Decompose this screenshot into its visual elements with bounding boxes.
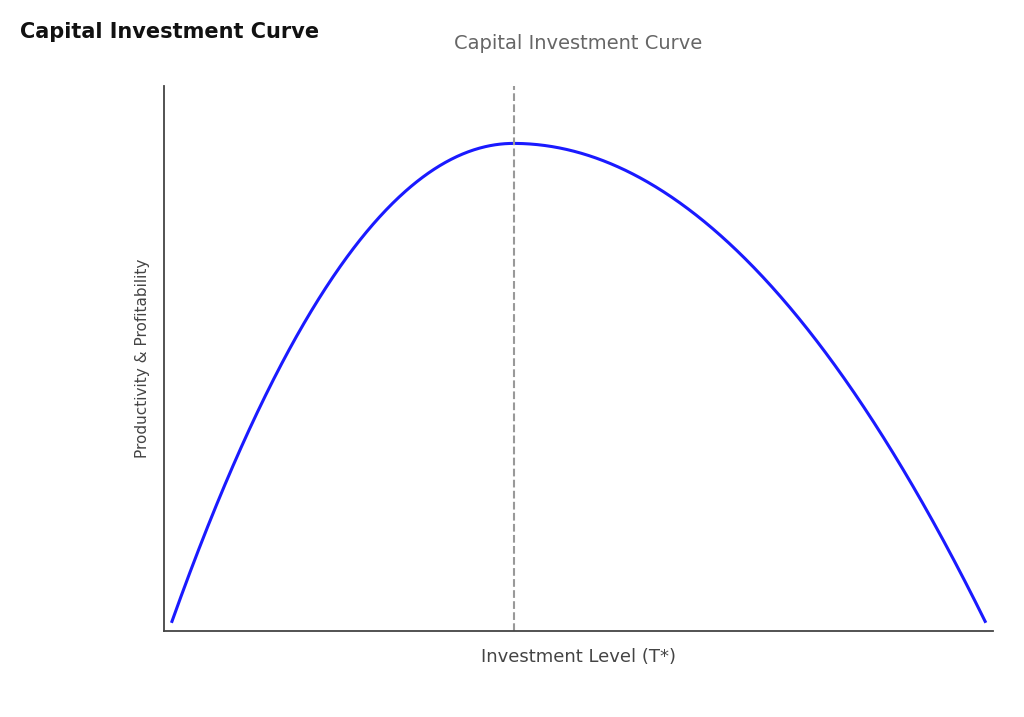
Y-axis label: Productivity & Profitability: Productivity & Profitability: [135, 259, 150, 458]
X-axis label: Investment Level (T*): Investment Level (T*): [481, 647, 676, 665]
Text: Capital Investment Curve: Capital Investment Curve: [455, 34, 702, 53]
Text: Capital Investment Curve: Capital Investment Curve: [20, 22, 319, 42]
